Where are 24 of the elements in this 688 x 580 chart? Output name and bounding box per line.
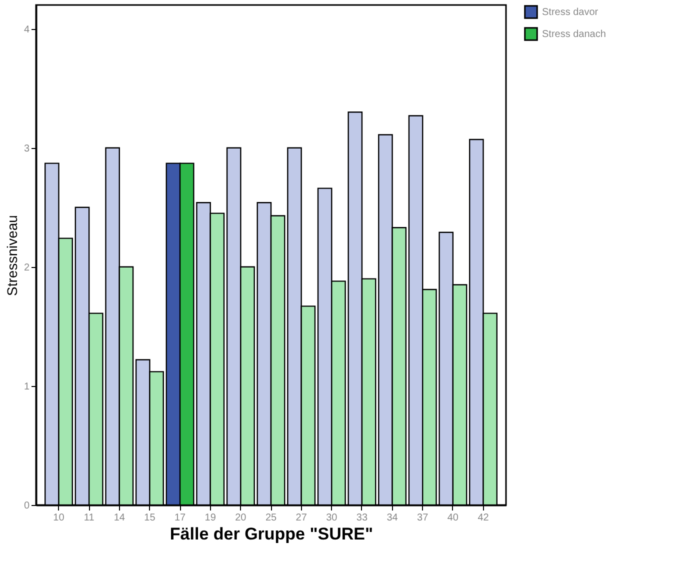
x-tick-label: 15 [144,512,156,524]
x-tick-label: 20 [235,512,247,524]
x-tick-label: 25 [265,512,277,524]
y-axis-title: Stressniveau [4,215,20,296]
legend-label: Stress danach [542,29,606,40]
y-tick-label: 4 [24,24,30,36]
x-tick-label: 19 [204,512,216,524]
x-tick-label: 40 [447,512,459,524]
x-tick-label: 34 [386,512,398,524]
x-tick-label: 11 [84,512,95,524]
x-tick-label: 42 [478,512,490,524]
x-tick-label: 33 [356,512,368,524]
x-tick-label: 37 [417,512,429,524]
y-tick-label: 3 [24,143,30,154]
y-tick-label: 0 [24,500,30,512]
x-tick-label: 10 [53,512,65,524]
x-tick-label: 17 [174,512,186,524]
x-tick-label: 30 [326,512,338,524]
x-tick-label: 14 [114,512,126,524]
legend-label: Stress davor [542,7,599,18]
y-tick-label: 1 [24,381,30,392]
y-tick-label: 2 [24,262,30,274]
x-tick-label: 27 [296,512,308,524]
x-axis-title: Fälle der Gruppe "SURE" [170,524,374,544]
